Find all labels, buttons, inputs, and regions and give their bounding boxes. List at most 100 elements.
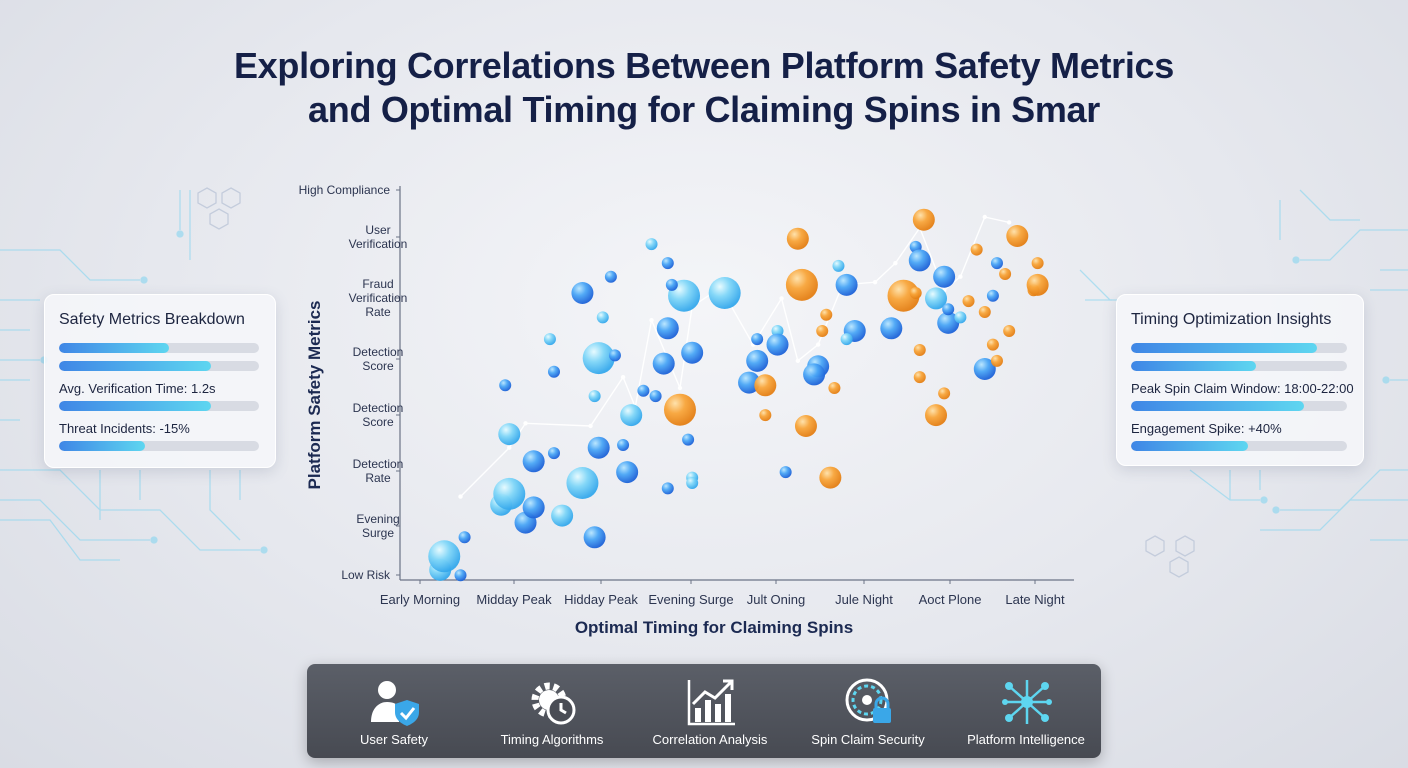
x-tick-label: Hidday Peak	[564, 592, 638, 607]
dock-label: Spin Claim Security	[811, 732, 925, 747]
progress-fill	[1131, 441, 1248, 451]
data-point-blue	[551, 504, 574, 527]
data-point-blue	[608, 349, 621, 362]
data-point-orange	[962, 295, 975, 308]
data-point-blue	[682, 433, 695, 446]
data-point-blue	[665, 278, 678, 291]
progress-fill	[59, 343, 169, 353]
gear-clock-icon	[531, 682, 576, 725]
data-point-orange	[887, 279, 920, 312]
data-point-blue	[571, 282, 594, 304]
progress-fill	[59, 441, 145, 451]
data-point-blue	[681, 341, 704, 364]
network-nodes-icon	[1002, 680, 1052, 724]
data-point-blue	[428, 540, 461, 573]
trend-node	[893, 260, 898, 266]
data-point-orange	[912, 208, 935, 231]
data-point-orange	[759, 409, 772, 422]
data-point-blue	[656, 317, 679, 340]
data-point-blue	[880, 317, 903, 340]
data-point-blue	[620, 404, 643, 427]
panel-title: Timing Optimization Insights	[1131, 311, 1332, 328]
dock-item-timing-algorithms[interactable]: Timing Algorithms	[473, 664, 631, 758]
data-point-blue	[583, 526, 606, 549]
data-point-blue	[832, 259, 845, 272]
data-point-orange	[1031, 257, 1044, 270]
data-point-blue	[766, 333, 789, 356]
data-point-orange	[820, 308, 833, 321]
panel-title: Safety Metrics Breakdown	[59, 311, 245, 328]
data-point-blue	[779, 466, 792, 479]
progress-bar	[1131, 441, 1347, 451]
progress-fill	[59, 361, 211, 371]
data-point-orange	[909, 287, 922, 299]
title-line-1: Exploring Correlations Between Platform …	[233, 45, 1175, 86]
feature-dock: User Safety Timing Algorithms Correlatio…	[307, 664, 1101, 758]
trend-node	[1006, 220, 1012, 225]
data-point-blue	[954, 311, 967, 324]
data-point-blue	[840, 333, 853, 346]
dock-item-spin-claim-security[interactable]: Spin Claim Security	[789, 664, 947, 758]
data-point-orange	[794, 415, 817, 437]
data-point-blue	[522, 496, 545, 519]
data-point-orange	[978, 306, 991, 318]
data-point-blue	[937, 311, 960, 334]
data-point-blue	[566, 467, 599, 499]
x-tick-label: Midday Peak	[476, 592, 552, 607]
data-point-blue	[986, 289, 999, 302]
verification-time-metric: Avg. Verification Time: 1.2s	[59, 381, 216, 396]
data-point-orange	[816, 325, 829, 337]
data-point-orange	[828, 382, 841, 394]
progress-bar	[59, 361, 259, 371]
data-point-blue	[908, 249, 931, 272]
trend-line	[460, 216, 1010, 498]
data-point-blue	[604, 270, 617, 283]
data-point-blue	[708, 277, 741, 309]
data-point-orange	[913, 371, 926, 384]
y-tick-label: High Compliance	[299, 183, 391, 197]
x-tick-label: Late Night	[1005, 592, 1065, 607]
data-point-blue	[990, 257, 1003, 270]
data-point-blue	[596, 311, 609, 324]
data-point-blue	[973, 358, 996, 380]
trend-node	[620, 374, 626, 380]
y-tick-label: Detection Score	[353, 345, 404, 373]
trend-node	[458, 494, 463, 499]
progress-bar	[1131, 343, 1347, 353]
trend-node	[588, 423, 593, 429]
dock-item-platform-intelligence[interactable]: Platform Intelligence	[947, 664, 1105, 758]
x-tick-label: Evening Surge	[648, 592, 733, 607]
data-point-blue	[652, 352, 675, 375]
progress-fill	[1131, 361, 1257, 371]
data-point-blue	[746, 349, 769, 372]
data-point-orange	[754, 374, 777, 397]
progress-fill	[1131, 343, 1317, 353]
threat-incidents-metric: Threat Incidents: -15%	[59, 421, 190, 436]
spinner-lock-icon	[845, 678, 891, 723]
y-axis-title: Platform Safety Metrics	[305, 301, 324, 490]
data-point-blue	[547, 447, 560, 460]
bar-chart-trend-icon	[687, 679, 735, 726]
x-tick-label: Jult Oning	[747, 592, 806, 607]
data-point-orange	[938, 387, 951, 400]
data-point-orange	[986, 338, 999, 351]
trend-node	[815, 342, 821, 347]
data-point-blue	[454, 569, 467, 582]
dock-item-user-safety[interactable]: User Safety	[315, 664, 473, 758]
progress-bar	[1131, 361, 1347, 371]
data-point-orange	[819, 466, 842, 489]
trend-node	[982, 214, 987, 220]
y-tick-label: Evening Surge	[356, 512, 399, 540]
data-point-blue	[661, 482, 674, 495]
dock-item-correlation-analysis[interactable]: Correlation Analysis	[631, 664, 789, 758]
trend-node	[795, 358, 801, 364]
trend-node	[507, 445, 512, 450]
user-shield-icon	[371, 681, 419, 726]
progress-fill	[59, 401, 211, 411]
data-point-blue	[543, 333, 556, 346]
data-point-orange	[1003, 325, 1016, 337]
y-tick-label: Detection Score	[353, 401, 404, 429]
y-tick-label: Fraud Verification Rate	[349, 277, 408, 319]
dock-label: Timing Algorithms	[500, 732, 604, 747]
